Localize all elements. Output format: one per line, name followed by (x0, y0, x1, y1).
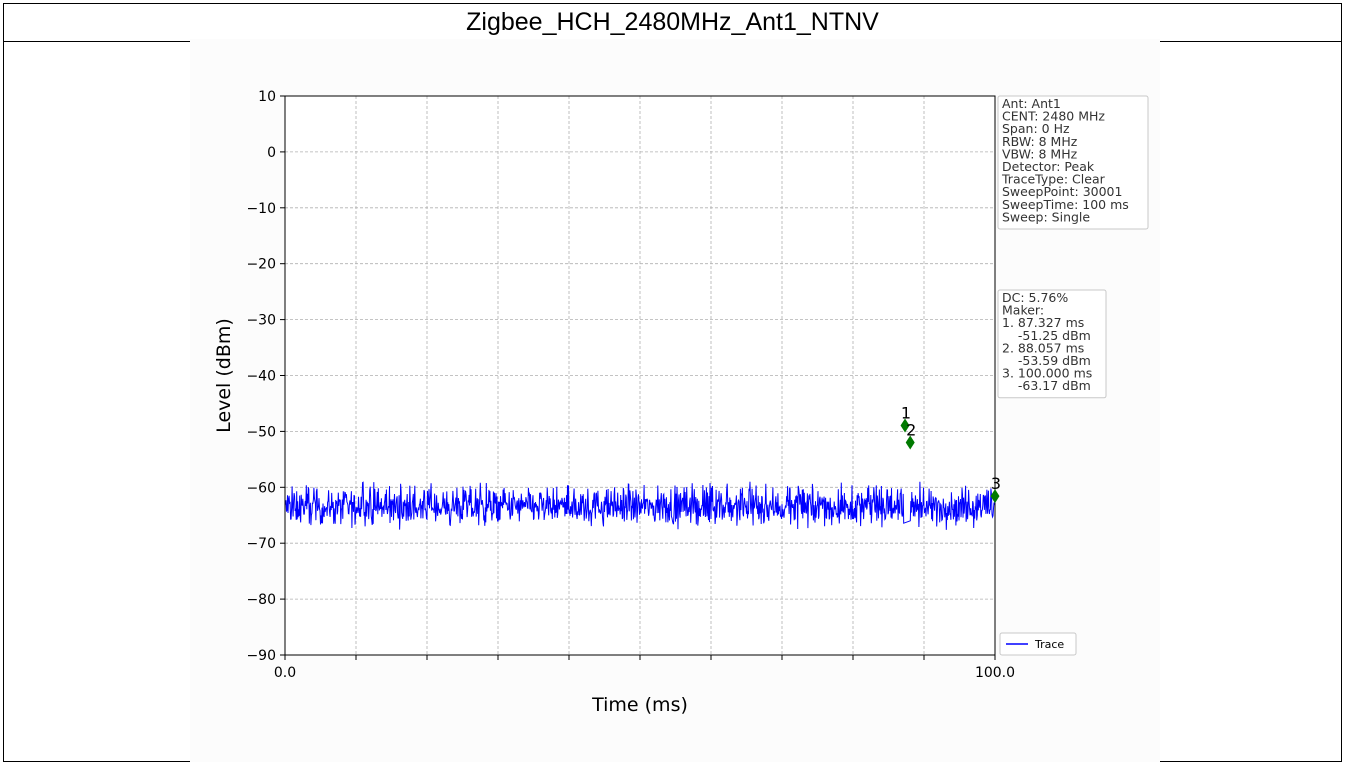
marker-diamond (990, 489, 1000, 504)
trace-layer (284, 481, 996, 530)
marker-diamond (905, 435, 915, 450)
settings-box-line: CENT: 2480 MHz (1002, 109, 1105, 124)
result-box-line: -63.17 dBm (1002, 378, 1091, 393)
settings-box-line: Span: 0 Hz (1002, 121, 1070, 136)
legend-layer: Trace (999, 632, 1077, 656)
marker-diamond (900, 418, 910, 433)
settings-box-line: Detector: Peak (1002, 159, 1095, 174)
legend-label: Trace (1034, 638, 1064, 651)
result-box-line: 1. 87.327 ms (1002, 315, 1084, 330)
result-box-line: 2. 88.057 ms (1002, 340, 1084, 355)
settings-box (997, 95, 1149, 230)
settings-box-line: SweepTime: 100 ms (1002, 197, 1129, 212)
y-tick-label: −60 (246, 480, 276, 496)
y-tick-label: −70 (246, 536, 276, 552)
settings-box-line: SweepPoint: 30001 (1002, 184, 1122, 199)
y-tick-label: 0 (267, 145, 276, 161)
trace-line (284, 481, 996, 530)
marker-label: 2 (906, 421, 916, 440)
chart-svg: 0.0 100.0 10 0 −10 −20 −30 −40 −50 −60 −70 −80 −90 Ti… (213, 89, 1149, 716)
y-tick-label: −40 (246, 369, 276, 385)
result-box (997, 289, 1107, 399)
y-tick-label: −20 (246, 257, 276, 273)
chart-figure: 0.0 100.0 10 0 −10 −20 −30 −40 −50 −60 −70 −80 −90 Ti… (190, 39, 1160, 762)
legend-box (999, 632, 1077, 656)
result-box-line: -51.25 dBm (1002, 328, 1091, 343)
result-box-line: Maker: (1002, 303, 1044, 318)
y-tick-label: −90 (246, 648, 276, 664)
result-box-line: -53.59 dBm (1002, 353, 1091, 368)
x-axis-label: Time (ms) (591, 694, 688, 716)
y-tick-label: −10 (246, 201, 276, 217)
settings-box-line: TraceType: Clear (1001, 172, 1106, 187)
x-tick-label: 100.0 (975, 665, 1015, 681)
result-box-line: 3. 100.000 ms (1002, 366, 1092, 381)
y-tick-label: 10 (258, 89, 276, 105)
y-axis-label: Level (dBm) (213, 318, 235, 433)
result-box-line: DC: 5.76% (1002, 290, 1068, 305)
page-title: Zigbee_HCH_2480MHz_Ant1_NTNV (4, 4, 1341, 42)
grid-layer (284, 95, 996, 656)
axes-layer: 0.0 100.0 10 0 −10 −20 −30 −40 −50 −60 −70 −80 −90 Ti… (213, 89, 1015, 716)
settings-box-line: Sweep: Single (1002, 209, 1090, 224)
y-tick-label: −50 (246, 424, 276, 440)
marker-label: 3 (991, 474, 1001, 493)
settings-box-line: VBW: 8 MHz (1002, 146, 1078, 161)
marker-label: 1 (901, 404, 911, 423)
settings-box-line: RBW: 8 MHz (1002, 134, 1078, 149)
settings-box-line: Ant: Ant1 (1002, 96, 1061, 111)
x-tick-label: 0.0 (274, 665, 296, 681)
y-tick-label: −30 (246, 313, 276, 329)
marker-layer: 12 3 (900, 404, 1001, 504)
y-tick-label: −80 (246, 592, 276, 608)
